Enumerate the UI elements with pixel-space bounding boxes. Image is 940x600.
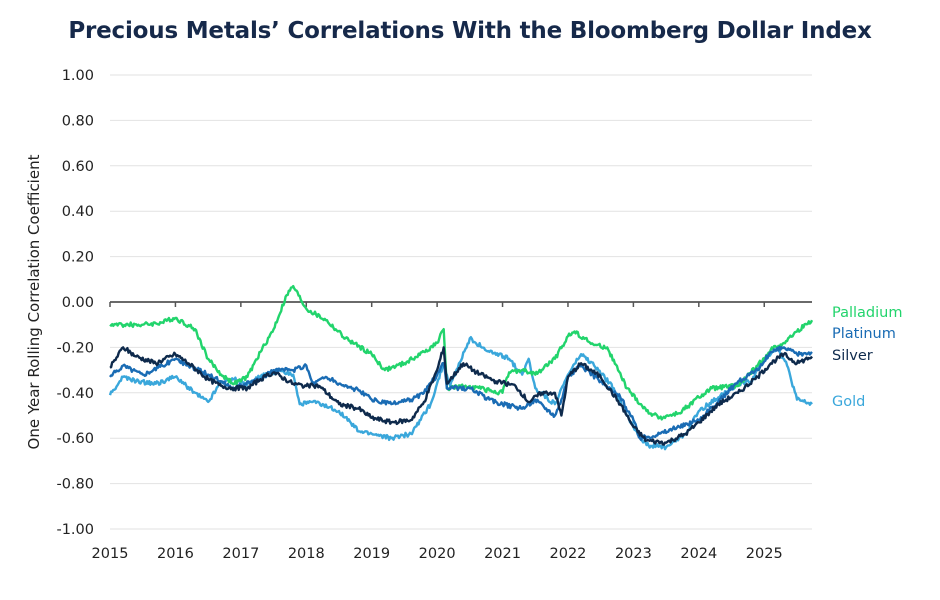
y-tick-label: 0.40 xyxy=(62,204,94,220)
x-tick-label: 2024 xyxy=(680,546,717,562)
x-tick-label: 2015 xyxy=(92,546,129,562)
x-tick-label: 2019 xyxy=(353,546,390,562)
legend-label-gold: Gold xyxy=(832,394,865,410)
y-tick-label: 0.00 xyxy=(62,295,94,311)
x-tick-label: 2017 xyxy=(222,546,259,562)
series-line-silver xyxy=(109,346,813,446)
y-tick-label: -1.00 xyxy=(56,522,94,538)
x-tick-label: 2021 xyxy=(484,546,521,562)
y-tick-label: 0.60 xyxy=(62,159,94,175)
y-tick-label: 0.80 xyxy=(62,113,94,129)
y-tick-label: 0.20 xyxy=(62,250,94,266)
y-tick-label: -0.40 xyxy=(56,386,94,402)
y-tick-label: -0.20 xyxy=(56,340,94,356)
x-tick-label: 2023 xyxy=(615,546,652,562)
legend-label-silver: Silver xyxy=(832,348,873,364)
series-line-palladium xyxy=(109,284,814,421)
x-tick-label: 2020 xyxy=(419,546,456,562)
legend-label-palladium: Palladium xyxy=(832,305,902,321)
x-tick-label: 2016 xyxy=(157,546,194,562)
series-line-platinum xyxy=(109,345,813,441)
y-tick-label: 1.00 xyxy=(62,68,94,84)
y-tick-label: -0.80 xyxy=(56,477,94,493)
x-tick-label: 2018 xyxy=(288,546,325,562)
x-tick-label: 2025 xyxy=(746,546,783,562)
chart-title: Precious Metals’ Correlations With the B… xyxy=(68,18,872,44)
x-tick-label: 2022 xyxy=(550,546,587,562)
y-tick-label: -0.60 xyxy=(56,431,94,447)
legend-label-platinum: Platinum xyxy=(832,326,896,342)
